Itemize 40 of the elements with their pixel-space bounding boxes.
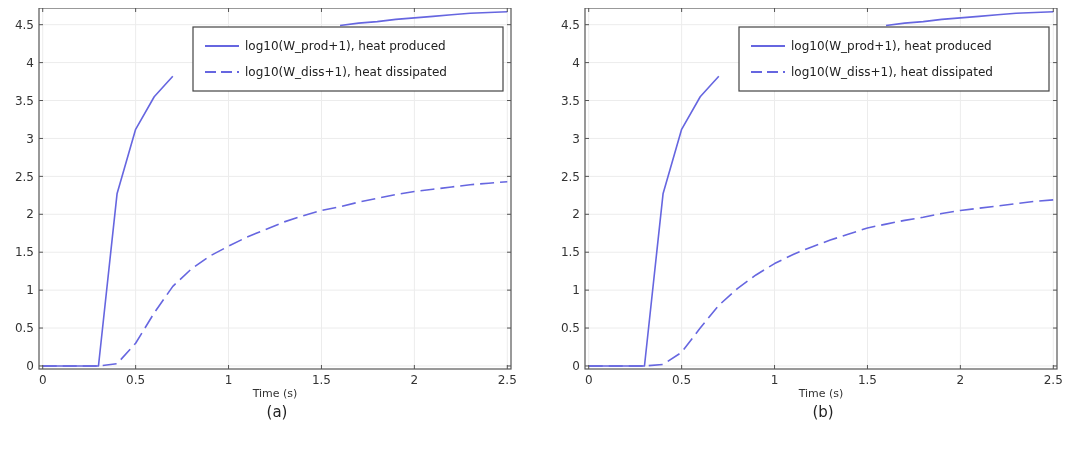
y-tick-label: 2.5 <box>14 169 34 184</box>
y-tick-label: 1.5 <box>14 245 34 260</box>
legend-label: log10(W_prod+1), heat produced <box>791 39 992 54</box>
y-tick-label: 4 <box>26 55 34 70</box>
x-tick-label: 0 <box>584 373 593 387</box>
x-axis-title: Time (s) <box>797 387 844 400</box>
legend-label: log10(W_prod+1), heat produced <box>245 39 446 54</box>
y-tick-label: 0 <box>26 359 34 374</box>
text: (b) <box>812 403 834 421</box>
x-tick-label: 2.5 <box>497 373 517 387</box>
x-tick-label: 2.5 <box>1043 373 1063 387</box>
y-tick-label: 1 <box>572 283 580 298</box>
x-tick-label: 2 <box>956 373 965 387</box>
y-tick-label: 2 <box>26 207 34 222</box>
y-tick-label: 1 <box>26 283 34 298</box>
y-tick-label: 4 <box>572 55 580 70</box>
y-tick-label: 4.5 <box>560 17 580 32</box>
x-tick-label: 0.5 <box>672 373 692 387</box>
text: (a) <box>266 403 288 421</box>
x-tick-label: 1 <box>770 373 779 387</box>
x-axis-title: Time (s) <box>251 387 298 400</box>
y-tick-label: 3 <box>26 131 34 146</box>
y-tick-label: 2 <box>572 207 580 222</box>
y-tick-label: 3 <box>572 131 580 146</box>
x-tick-label: 2 <box>410 373 419 387</box>
y-tick-label: 1.5 <box>560 245 580 260</box>
legend-label: log10(W_diss+1), heat dissipated <box>245 65 447 80</box>
y-tick-label: 0 <box>572 359 580 374</box>
x-tick-label: 1.5 <box>311 373 331 387</box>
x-tick-label: 0.5 <box>126 373 146 387</box>
x-tick-label: 0 <box>38 373 47 387</box>
x-tick-label: 1 <box>224 373 233 387</box>
y-tick-label: 3.5 <box>560 93 580 108</box>
y-tick-label: 3.5 <box>14 93 34 108</box>
y-tick-label: 0.5 <box>560 321 580 336</box>
x-tick-label: 1.5 <box>857 373 877 387</box>
legend-label: log10(W_diss+1), heat dissipated <box>791 65 993 80</box>
y-tick-label: 2.5 <box>560 169 580 184</box>
y-tick-label: 4.5 <box>14 17 34 32</box>
y-tick-label: 0.5 <box>14 321 34 336</box>
